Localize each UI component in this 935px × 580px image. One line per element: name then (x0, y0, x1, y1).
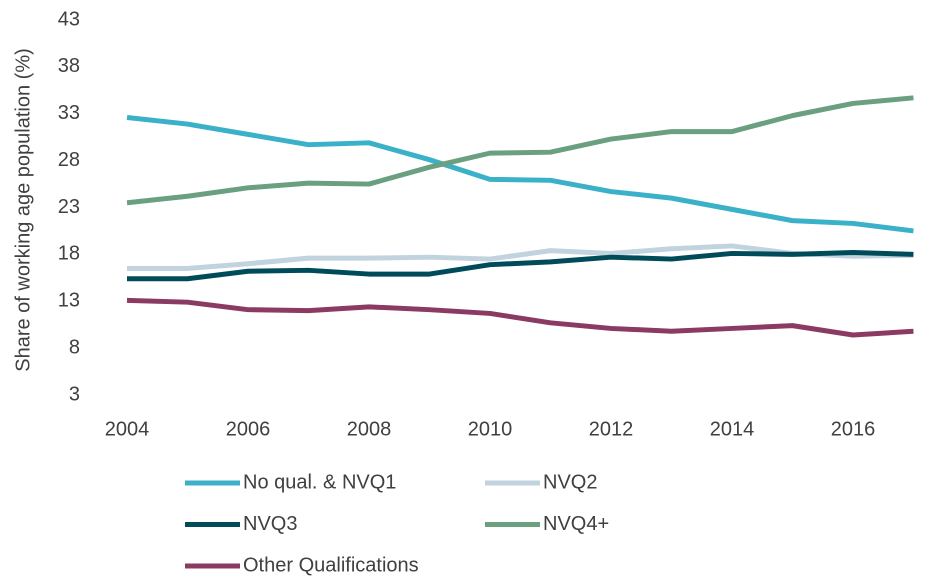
y-tick-label: 38 (58, 55, 80, 77)
x-tick-label: 2004 (105, 418, 150, 440)
x-tick-label: 2016 (831, 418, 876, 440)
legend-label: No qual. & NVQ1 (243, 471, 396, 493)
series-line (126, 297, 914, 338)
legend-label: Other Qualifications (243, 554, 419, 576)
y-tick-label: 43 (58, 8, 80, 30)
series-line (126, 250, 914, 282)
y-tick-label: 18 (58, 243, 80, 265)
y-tick-label: 3 (69, 383, 80, 405)
legend-label: NVQ3 (243, 513, 297, 535)
x-tick-label: 2008 (347, 418, 392, 440)
x-tick-label: 2014 (710, 418, 755, 440)
y-tick-label: 28 (58, 149, 80, 171)
series-line (126, 115, 914, 234)
x-tick-label: 2012 (589, 418, 634, 440)
legend-label: NVQ4+ (543, 513, 609, 535)
legend-label: NVQ2 (543, 471, 597, 493)
y-axis-title: Share of working age population (%) (12, 48, 34, 372)
x-tick-label: 2006 (226, 418, 271, 440)
y-tick-label: 13 (58, 290, 80, 312)
x-tick-label: 2010 (468, 418, 513, 440)
series-line (126, 95, 914, 206)
y-tick-label: 33 (58, 102, 80, 124)
y-tick-label: 8 (69, 336, 80, 358)
y-tick-label: 23 (58, 196, 80, 218)
